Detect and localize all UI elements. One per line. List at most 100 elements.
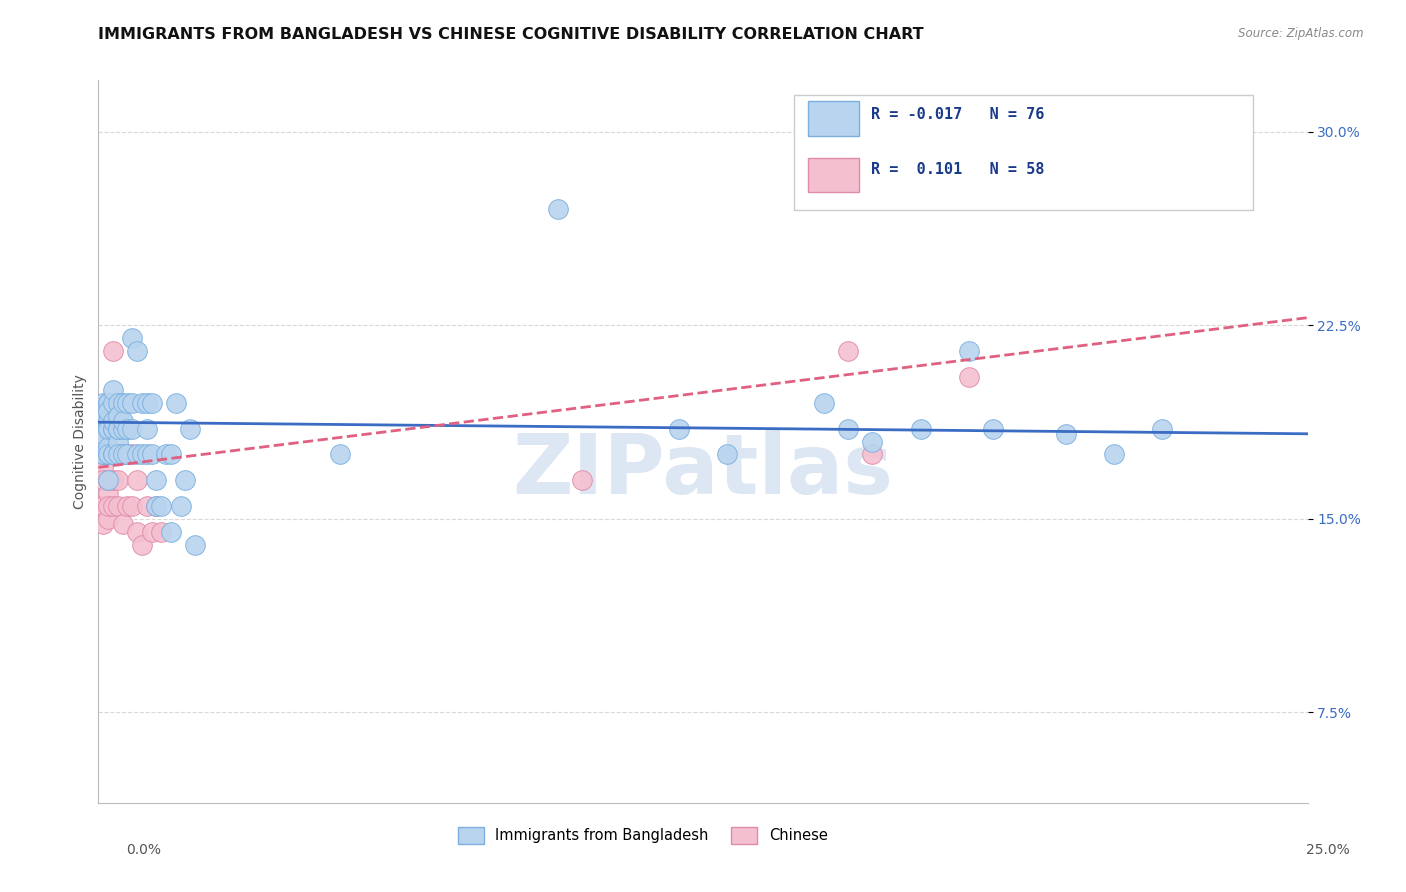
FancyBboxPatch shape: [793, 95, 1253, 211]
Point: [97, 447, 120, 461]
Point: [155, 447, 177, 461]
Point: [150, 524, 173, 539]
Point: [184, 538, 207, 552]
Point: [101, 396, 124, 410]
Point: [101, 447, 124, 461]
Point: [91, 403, 114, 417]
Point: [117, 499, 139, 513]
Point: [135, 499, 157, 513]
Legend: Immigrants from Bangladesh, Chinese: Immigrants from Bangladesh, Chinese: [451, 822, 834, 850]
Point: [101, 344, 124, 359]
Point: [101, 422, 124, 436]
Point: [101, 422, 124, 436]
Point: [107, 422, 129, 436]
Point: [117, 447, 139, 461]
Y-axis label: Cognitive Disability: Cognitive Disability: [73, 374, 87, 509]
Point: [97, 414, 120, 428]
Point: [141, 524, 163, 539]
Point: [121, 331, 143, 345]
Text: 25.0%: 25.0%: [1306, 843, 1350, 857]
Point: [957, 370, 980, 384]
Point: [329, 447, 352, 461]
Point: [97, 422, 120, 436]
Point: [91, 422, 114, 436]
Point: [87, 447, 110, 461]
Point: [97, 440, 120, 454]
Point: [91, 447, 114, 461]
Point: [111, 414, 134, 428]
Point: [97, 396, 120, 410]
Point: [117, 422, 139, 436]
Point: [160, 447, 183, 461]
Point: [145, 499, 167, 513]
Point: [91, 422, 114, 436]
Point: [91, 414, 114, 428]
Point: [135, 396, 157, 410]
Point: [101, 499, 124, 513]
Point: [860, 434, 883, 449]
Point: [87, 440, 110, 454]
Point: [91, 434, 114, 449]
Point: [547, 202, 569, 217]
Point: [91, 422, 114, 436]
Point: [127, 344, 149, 359]
Point: [91, 396, 114, 410]
Point: [97, 447, 120, 461]
Point: [135, 422, 157, 436]
Point: [117, 447, 139, 461]
Text: R = -0.017   N = 76: R = -0.017 N = 76: [872, 107, 1045, 122]
Point: [127, 524, 149, 539]
Point: [107, 447, 129, 461]
Point: [160, 524, 183, 539]
Point: [117, 396, 139, 410]
Point: [91, 460, 114, 475]
Point: [111, 517, 134, 532]
Point: [716, 447, 738, 461]
Point: [131, 447, 153, 461]
Point: [131, 538, 153, 552]
Point: [107, 499, 129, 513]
Point: [145, 499, 167, 513]
Point: [101, 473, 124, 487]
Point: [910, 422, 932, 436]
Point: [91, 426, 114, 441]
Point: [101, 383, 124, 397]
Point: [957, 344, 980, 359]
Point: [97, 396, 120, 410]
FancyBboxPatch shape: [808, 158, 859, 193]
Point: [111, 422, 134, 436]
Point: [1054, 426, 1077, 441]
Point: [91, 447, 114, 461]
Point: [97, 422, 120, 436]
Point: [91, 447, 114, 461]
Point: [101, 414, 124, 428]
Point: [101, 447, 124, 461]
Point: [101, 447, 124, 461]
Point: [111, 422, 134, 436]
Point: [101, 422, 124, 436]
Point: [174, 473, 197, 487]
Point: [1102, 447, 1125, 461]
Point: [91, 499, 114, 513]
Point: [179, 422, 201, 436]
Point: [813, 396, 835, 410]
Point: [837, 422, 859, 436]
Point: [121, 447, 143, 461]
Point: [97, 486, 120, 500]
Point: [135, 447, 157, 461]
Point: [97, 440, 120, 454]
Point: [127, 447, 149, 461]
Point: [169, 499, 191, 513]
Point: [87, 473, 110, 487]
Point: [97, 422, 120, 436]
FancyBboxPatch shape: [808, 101, 859, 136]
Point: [860, 447, 883, 461]
Point: [111, 447, 134, 461]
Point: [121, 499, 143, 513]
Point: [165, 396, 187, 410]
Point: [127, 473, 149, 487]
Point: [150, 499, 173, 513]
Point: [97, 473, 120, 487]
Point: [87, 422, 110, 436]
Point: [571, 473, 593, 487]
